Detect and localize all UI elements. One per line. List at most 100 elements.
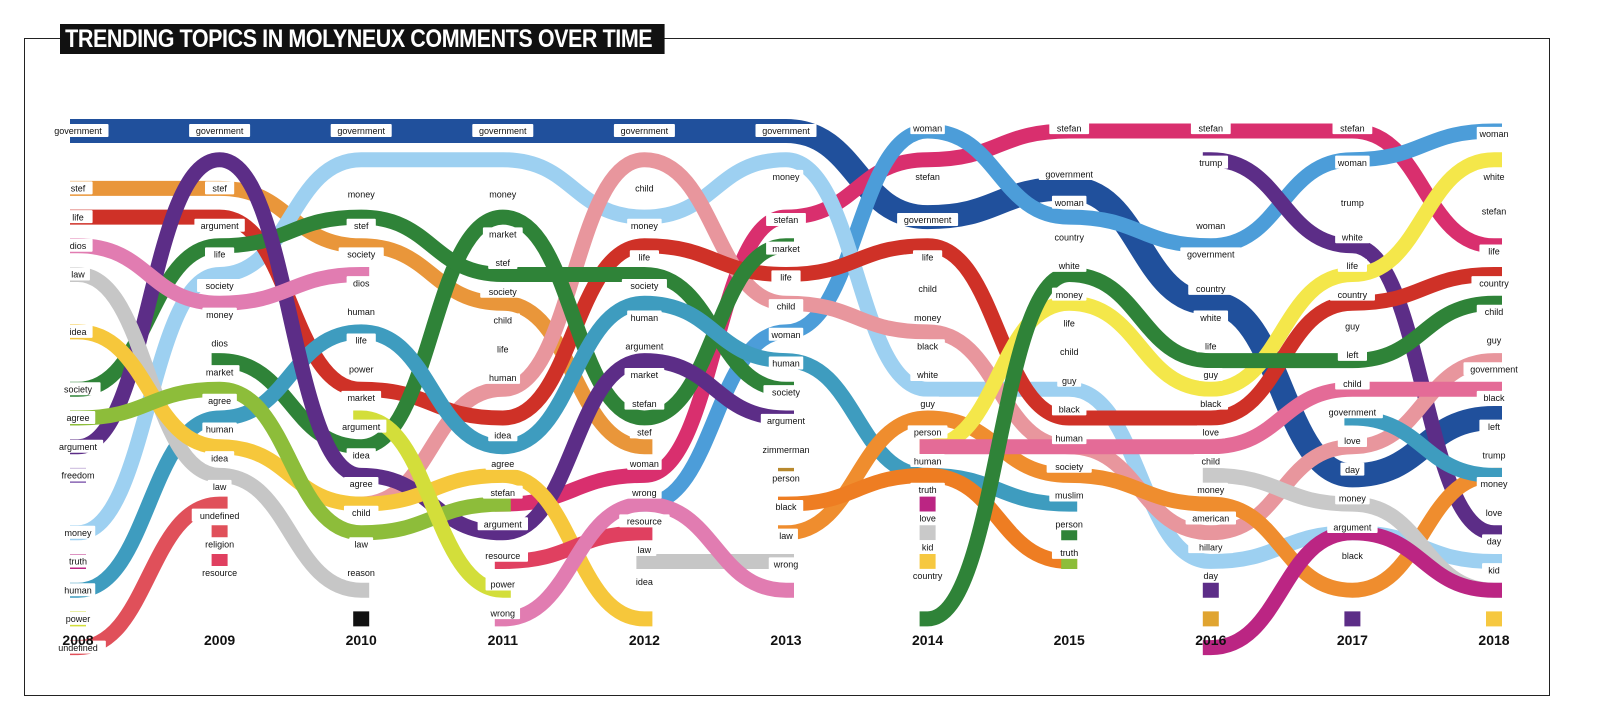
label-text: black (775, 502, 797, 512)
label-bg (47, 124, 109, 137)
year-axis: 2008 2009 2010 2011 2012 2013 2014 2015 2016 2017… (62, 632, 1509, 648)
label-text: human (206, 425, 234, 435)
label-kid: kid (1482, 563, 1506, 577)
label-text: market (489, 230, 517, 240)
label-bg (1335, 230, 1370, 244)
label-bg (897, 212, 959, 226)
chart-title: TRENDING TOPICS IN MOLYNEUX COMMENTS OVE… (60, 24, 665, 54)
label-bg (619, 514, 670, 528)
label-text: stefan (774, 215, 799, 225)
label-text: country (1338, 290, 1368, 300)
label-bg (1479, 505, 1509, 519)
label-bg (1479, 419, 1509, 433)
label-bg (194, 218, 245, 232)
label-bg (627, 310, 662, 324)
label-bg (1476, 477, 1512, 491)
label-bg (1482, 534, 1506, 548)
label-bg (52, 439, 104, 453)
label-text: market (206, 367, 234, 377)
label-bg (1188, 540, 1234, 554)
label-text: human (64, 585, 92, 595)
label-text: argument (59, 442, 98, 452)
label-human: human (343, 304, 379, 318)
label-bg (1476, 448, 1512, 462)
label-bg (1049, 517, 1090, 531)
label-text: stefan (915, 172, 940, 182)
label-bg (910, 121, 945, 135)
label-bg (1335, 376, 1370, 390)
label-text: money (1056, 290, 1084, 300)
label-country: country (1471, 276, 1517, 290)
label-child: child (1476, 304, 1512, 318)
label-bg (624, 396, 665, 410)
label-bg (1193, 218, 1229, 232)
label-bg (346, 276, 376, 290)
label-text: law (213, 482, 227, 492)
label-government: government (47, 124, 109, 137)
label-text: resource (627, 517, 662, 527)
label-text: argument (767, 416, 806, 426)
label-person: person (1049, 517, 1090, 531)
label-text: life (214, 250, 226, 260)
label-text: undefined (200, 511, 240, 521)
label-zimmerman: zimmerman (758, 442, 814, 456)
label-text: stef (637, 428, 652, 438)
label-bg (774, 528, 798, 542)
label-text: money (489, 189, 517, 199)
label-stefan: stefan (766, 212, 806, 226)
label-text: stefan (1057, 123, 1082, 133)
label-freedom: freedom (55, 468, 101, 482)
label-text: dios (211, 339, 228, 349)
label-society: society (197, 278, 243, 292)
label-person: person (907, 425, 948, 439)
label-woman: woman (1193, 218, 1229, 232)
label-text: wrong (490, 608, 516, 618)
label-bg (1180, 247, 1242, 261)
label-text: resource (485, 551, 520, 561)
label-day: day (1482, 534, 1506, 548)
label-country: country (1046, 230, 1092, 244)
label-bg (1188, 281, 1234, 295)
label-text: hillary (1199, 542, 1223, 552)
label-text: society (772, 387, 801, 397)
label-idea: idea (63, 324, 93, 338)
label-white: white (1193, 310, 1229, 324)
label-text: agree (66, 413, 89, 423)
label-bg (205, 181, 235, 195)
label-hillary: hillary (1188, 540, 1234, 554)
label-society: society (338, 247, 384, 261)
label-text: life (922, 252, 934, 262)
label-text: idea (494, 430, 511, 440)
label-text: white (1341, 232, 1363, 242)
label-bg (63, 210, 93, 224)
label-text: stefan (1340, 123, 1365, 133)
label-resource: resource (477, 548, 528, 562)
label-power: power (343, 362, 379, 376)
year-tick: 2017 (1337, 632, 1368, 648)
label-bg (207, 479, 232, 493)
label-bg (336, 419, 387, 433)
label-child: child (768, 299, 804, 313)
label-bg (55, 468, 101, 482)
label-text: love (919, 514, 936, 524)
label-day: day (1198, 568, 1223, 582)
label-text: child (494, 316, 513, 326)
label-bg (485, 370, 521, 384)
label-text: white (916, 370, 938, 380)
label-text: child (1202, 456, 1221, 466)
ribbon-dios (70, 238, 370, 311)
label-life: life (1337, 258, 1367, 272)
label-bg (907, 169, 948, 183)
label-market: market (199, 365, 240, 379)
label-bg (624, 367, 665, 381)
label-bg (488, 256, 518, 270)
label-bg (477, 517, 528, 531)
label-text: life (72, 212, 84, 222)
label-text: power (66, 614, 91, 624)
label-text: power (349, 364, 374, 374)
label-text: agree (208, 396, 231, 406)
label-trump: trump (1476, 448, 1512, 462)
label-woman: woman (768, 327, 804, 341)
label-bg (913, 250, 943, 264)
label-idea: idea (488, 428, 518, 442)
